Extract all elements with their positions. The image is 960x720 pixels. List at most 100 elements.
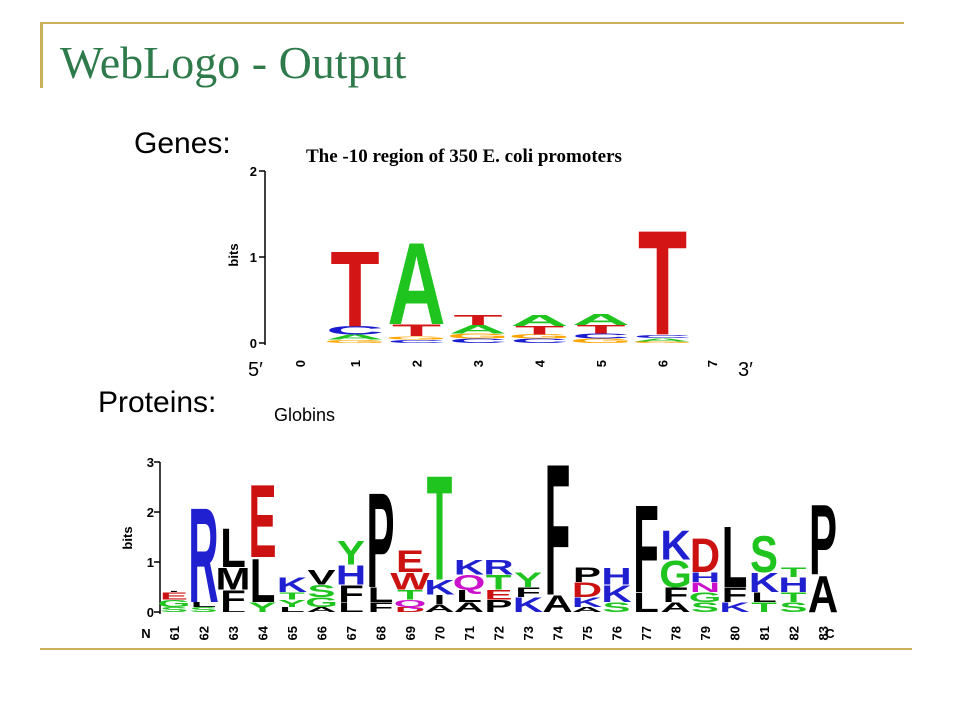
logo-1-letter-L: L: [368, 584, 394, 607]
logo-1-letter-L: L: [191, 601, 217, 609]
logo-0-letter-G: G: [447, 332, 510, 340]
logo-1-x-tick-label: 77: [639, 626, 654, 640]
logo-1-letter-L: L: [751, 590, 777, 606]
logo-0-letter-C: C: [572, 332, 630, 340]
logo-1-letter-K: K: [719, 600, 750, 616]
logo-0-x-start-label: 0: [293, 360, 308, 367]
logo-1-letter-L: L: [220, 517, 246, 579]
logo-1-x-tick-label: 83: [816, 626, 831, 640]
logo-1-letter-H: H: [690, 570, 720, 586]
logo-1-title: Globins: [274, 405, 335, 425]
logo-1-letter-F: F: [338, 581, 364, 608]
logo-0-letter-T: T: [453, 312, 502, 328]
logo-1-x-tick-label: 69: [403, 626, 418, 640]
logo-1-letter-K: K: [424, 576, 454, 599]
logo-1-letter-H: H: [601, 563, 631, 590]
logo-0-letter-T: T: [638, 200, 687, 367]
logo-0-letter-C: C: [510, 338, 568, 345]
proteins-label: Proteins:: [98, 386, 217, 419]
logo-1-letter-A: A: [454, 600, 484, 616]
logo-0-y-label: bits: [226, 243, 241, 266]
logo-1-letter-L: L: [633, 587, 659, 618]
logo-1-x-tick-label: 68: [374, 626, 389, 640]
logo-0-letter-A: A: [572, 311, 630, 328]
logo-1-x-end-label: C: [825, 626, 835, 641]
logo-0-x-tick-label: 5: [594, 360, 609, 367]
logo-1-letter-K: K: [513, 594, 543, 617]
logo-0-letter-A: A: [449, 323, 507, 336]
logo-1-x-tick-label: 75: [580, 626, 595, 640]
logo-0-letter-G: G: [385, 335, 448, 340]
logo-0-letter-T: T: [515, 324, 564, 337]
logo-1-x-tick-label: 61: [167, 626, 182, 640]
logo-0-letter-G: G: [631, 341, 694, 344]
logo-1-letter-H: H: [336, 560, 366, 591]
logo-1-letter-L: L: [456, 586, 482, 605]
logo-1-letter-A: A: [306, 606, 336, 614]
logo-1-letter-T: T: [427, 446, 453, 612]
logo-1-x-tick-label: 81: [757, 626, 772, 640]
logo-1-x-tick-label: 67: [344, 626, 359, 640]
logo-0-x-tick-label: 6: [656, 360, 671, 367]
logo-1-letter-G: G: [305, 595, 338, 611]
logo-0-title: The -10 region of 350 E. coli promoters: [306, 146, 622, 167]
logo-1-letter-E: E: [396, 544, 424, 579]
logo-0-x-tick-label: 3: [471, 360, 486, 367]
logo-0-letter-G: G: [570, 338, 633, 345]
logo-1-x-tick-label: 62: [197, 626, 212, 640]
logo-1-letter-.: .: [168, 586, 180, 594]
logo-1-x-tick-label: 73: [521, 626, 536, 640]
logo-1-letter-S: S: [190, 606, 218, 614]
logo-1-letter-S: S: [160, 606, 188, 614]
logo-1-letter-L: L: [338, 600, 364, 616]
logo-1-x-tick-label: 65: [285, 626, 300, 640]
logo-0-letter-C: C: [326, 324, 384, 337]
logo-1-letter-Q: Q: [394, 598, 427, 610]
logo-0-letter-G: G: [324, 339, 387, 344]
logo-1-letter-Q: Q: [453, 571, 486, 594]
logo-1-letter-L: L: [220, 606, 246, 614]
logo-1-letter-H: H: [778, 574, 808, 597]
logo-1-letter-I: I: [434, 592, 446, 608]
logo-1-letter-S: S: [691, 600, 719, 616]
logo-1-y-tick-label: 0: [147, 605, 154, 620]
logo-1-letter-D: D: [690, 528, 720, 583]
logo-1-letter-D: D: [572, 579, 602, 602]
logo-1-letter-M: M: [216, 562, 251, 597]
logo-1-letter-L: L: [722, 509, 748, 606]
logo-0-letter-C: C: [449, 338, 507, 345]
logo-1-letter-R: R: [483, 556, 513, 579]
logo-1-x-tick-label: 66: [315, 626, 330, 640]
logo-1-letter-A: A: [808, 566, 838, 624]
logo-1-letter-F: F: [633, 479, 659, 618]
logo-1-letter-P: P: [809, 484, 837, 596]
logo-1-letter-P: P: [367, 465, 395, 616]
slide-title: WebLogo - Output: [60, 37, 407, 88]
logo-0-letter-A: A: [510, 312, 568, 329]
logo-1-letter-F: F: [515, 585, 541, 601]
genes-label: Genes:: [134, 127, 231, 160]
logo-1-letter-F: F: [722, 584, 748, 607]
logo-0-y-tick-label: 0: [250, 336, 257, 351]
logo-1-x-tick-label: 79: [698, 626, 713, 640]
logo-1-letter-Y: Y: [337, 534, 365, 573]
logo-1-letter-S: S: [308, 581, 336, 600]
logo-1-letter-N: N: [690, 580, 720, 596]
logo-0-letter-A: A: [633, 337, 691, 342]
logo-1-letter-T: T: [279, 590, 305, 602]
logo-0-x-tick-label: 1: [348, 360, 363, 367]
logo-1-letter-W: W: [390, 568, 430, 595]
logo-1-x-tick-label: 74: [551, 625, 566, 640]
logo-0-letter-T: T: [576, 323, 625, 336]
logo-1-letter-S: S: [603, 600, 631, 616]
logo-0-y-tick-label: 1: [250, 250, 257, 265]
logo-0-y-tick-label: 2: [250, 164, 257, 179]
accent-rule-vertical: [40, 22, 43, 88]
logo-0-letter-T: T: [392, 321, 441, 340]
logo-1-letter-T: T: [781, 590, 807, 606]
logo-1-x-tick-label: 82: [787, 626, 802, 640]
logo-1-letter-G: G: [689, 590, 722, 606]
logo-1-letter-S: S: [780, 600, 808, 616]
logo-1-x-tick-label: 70: [433, 626, 448, 640]
logo-1-x-start-label: N: [141, 626, 150, 641]
